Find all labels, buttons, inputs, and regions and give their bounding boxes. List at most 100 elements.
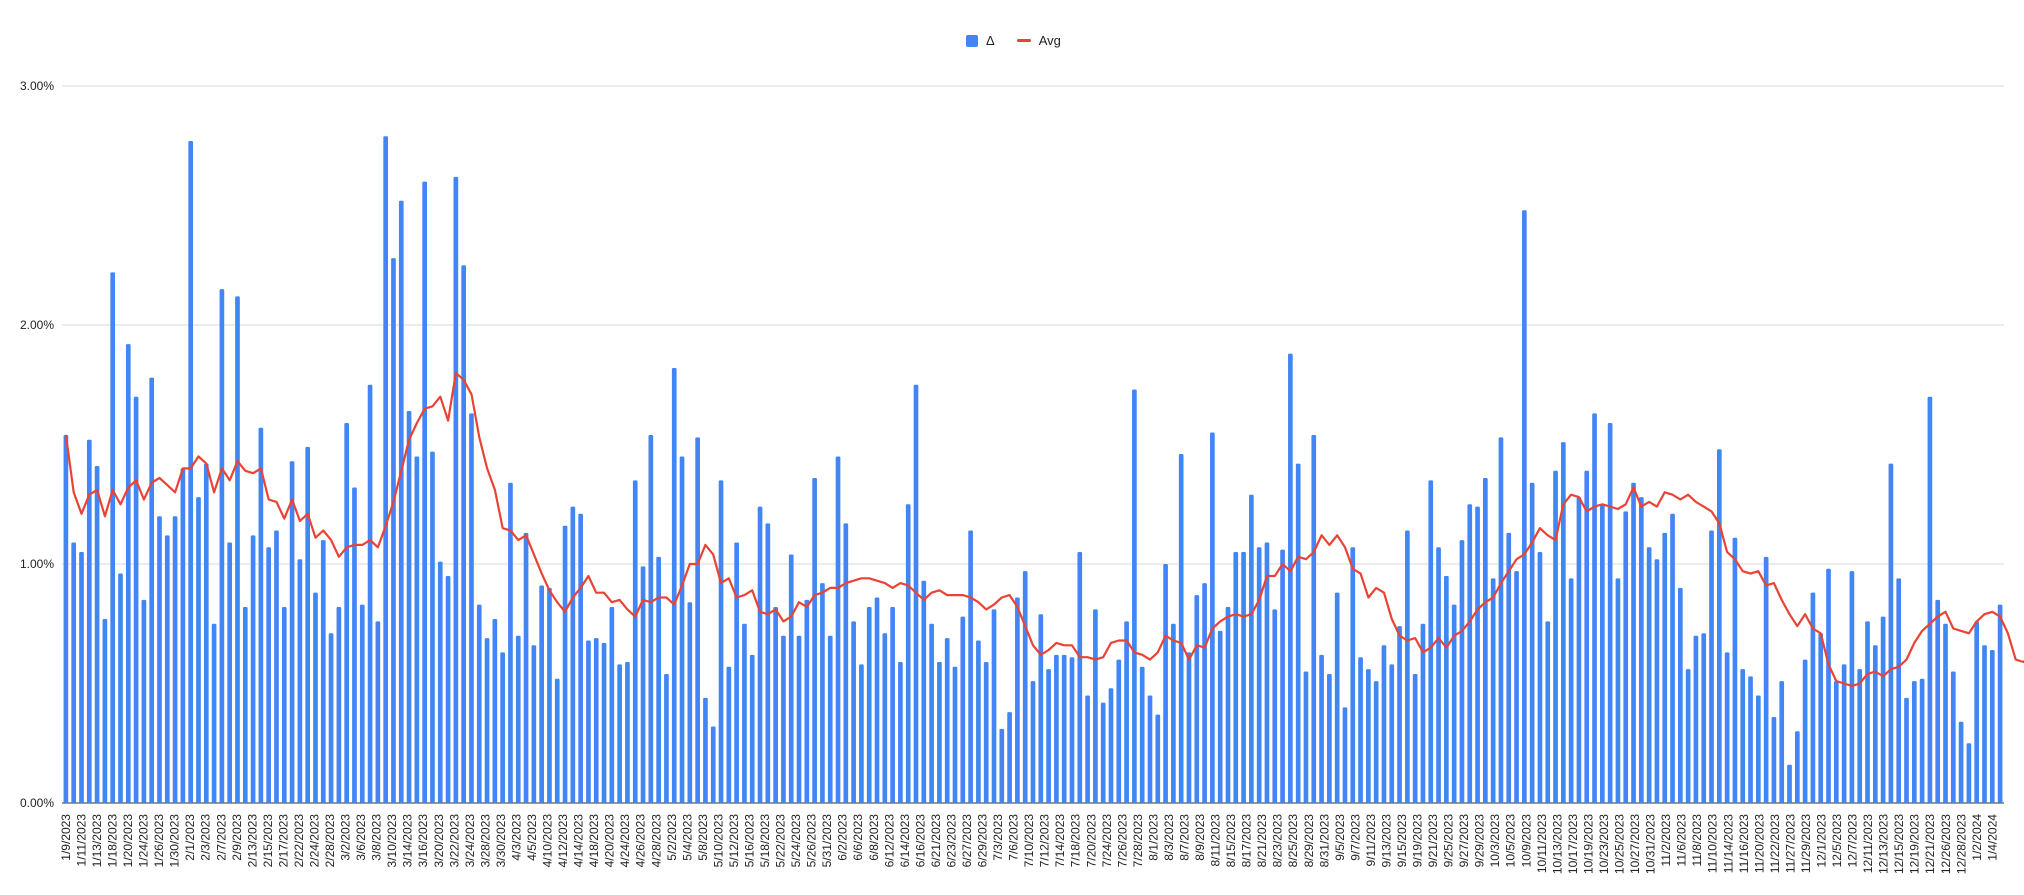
- bar[interactable]: [1919, 678, 1925, 803]
- bar[interactable]: [1077, 552, 1083, 803]
- bar[interactable]: [164, 535, 170, 803]
- bar[interactable]: [1943, 623, 1948, 803]
- bar[interactable]: [1303, 671, 1309, 803]
- bar[interactable]: [1405, 530, 1410, 803]
- bar[interactable]: [1732, 537, 1738, 803]
- bar[interactable]: [1872, 645, 1878, 803]
- bar[interactable]: [929, 623, 934, 803]
- bar[interactable]: [235, 296, 240, 803]
- bar[interactable]: [976, 640, 981, 803]
- bar[interactable]: [1763, 556, 1769, 803]
- bar[interactable]: [640, 566, 646, 803]
- bar[interactable]: [749, 654, 755, 803]
- bar[interactable]: [1288, 353, 1293, 803]
- bar[interactable]: [671, 368, 677, 803]
- bar[interactable]: [1155, 714, 1161, 803]
- bar[interactable]: [1818, 633, 1824, 803]
- bar[interactable]: [266, 547, 272, 803]
- bar[interactable]: [1631, 482, 1636, 803]
- bar[interactable]: [1334, 592, 1340, 803]
- bar[interactable]: [414, 456, 420, 803]
- bar[interactable]: [539, 585, 544, 803]
- bar[interactable]: [1295, 463, 1301, 803]
- bar[interactable]: [196, 497, 201, 803]
- bar[interactable]: [1865, 621, 1870, 803]
- bar[interactable]: [570, 506, 576, 803]
- bar[interactable]: [1311, 434, 1317, 803]
- bar[interactable]: [1256, 547, 1262, 803]
- bar[interactable]: [1654, 559, 1660, 803]
- bar[interactable]: [180, 468, 186, 803]
- bar[interactable]: [102, 618, 108, 803]
- bar[interactable]: [1584, 470, 1590, 803]
- bar[interactable]: [1108, 688, 1114, 803]
- bar[interactable]: [1779, 681, 1785, 803]
- bar[interactable]: [1966, 743, 1972, 803]
- bar[interactable]: [1935, 599, 1941, 803]
- bar[interactable]: [1561, 442, 1566, 803]
- bar[interactable]: [110, 272, 116, 803]
- bar[interactable]: [1677, 587, 1683, 803]
- bar[interactable]: [632, 480, 638, 803]
- bar[interactable]: [1982, 645, 1987, 803]
- bar[interactable]: [757, 506, 763, 803]
- bar[interactable]: [1514, 571, 1519, 803]
- bar[interactable]: [1771, 716, 1777, 803]
- bar[interactable]: [999, 728, 1005, 803]
- bar[interactable]: [1420, 623, 1426, 803]
- bar[interactable]: [1397, 626, 1402, 803]
- bar[interactable]: [983, 661, 989, 803]
- bar[interactable]: [1412, 673, 1418, 803]
- bar[interactable]: [1428, 480, 1434, 803]
- bar[interactable]: [882, 633, 888, 803]
- bar[interactable]: [1646, 547, 1652, 803]
- bar[interactable]: [609, 607, 615, 803]
- bar[interactable]: [1139, 666, 1145, 803]
- bar[interactable]: [86, 439, 92, 803]
- bar[interactable]: [1498, 437, 1504, 803]
- avg-line[interactable]: [64, 371, 2024, 688]
- bar[interactable]: [141, 599, 147, 803]
- bar[interactable]: [742, 623, 747, 803]
- bar[interactable]: [125, 344, 131, 803]
- bar[interactable]: [905, 504, 911, 803]
- bar[interactable]: [344, 422, 350, 803]
- bar[interactable]: [1100, 702, 1106, 803]
- bar[interactable]: [1116, 659, 1122, 803]
- bar[interactable]: [562, 525, 568, 803]
- bar[interactable]: [804, 599, 810, 803]
- bar[interactable]: [921, 580, 927, 803]
- bar[interactable]: [1841, 664, 1847, 803]
- bar[interactable]: [1233, 552, 1239, 803]
- bar[interactable]: [172, 516, 178, 803]
- legend-item-line[interactable]: Avg: [1016, 33, 1061, 48]
- bar[interactable]: [625, 661, 630, 803]
- bar[interactable]: [586, 640, 591, 803]
- bar[interactable]: [617, 664, 622, 803]
- bar[interactable]: [219, 289, 225, 803]
- bar[interactable]: [1670, 513, 1675, 803]
- bar[interactable]: [383, 136, 389, 803]
- bar[interactable]: [1716, 449, 1722, 803]
- bar[interactable]: [203, 463, 209, 803]
- bar[interactable]: [94, 466, 100, 803]
- bar[interactable]: [851, 621, 856, 803]
- bar[interactable]: [554, 678, 560, 803]
- bar[interactable]: [664, 673, 669, 803]
- bar[interactable]: [1888, 463, 1894, 803]
- bar[interactable]: [188, 140, 194, 804]
- bar[interactable]: [1537, 552, 1543, 803]
- bar[interactable]: [648, 434, 654, 803]
- bar[interactable]: [1163, 564, 1168, 803]
- bar[interactable]: [1147, 695, 1153, 803]
- bar[interactable]: [796, 635, 802, 803]
- bar[interactable]: [1249, 494, 1254, 803]
- bar[interactable]: [352, 487, 357, 803]
- bar[interactable]: [578, 513, 583, 803]
- bar[interactable]: [445, 575, 451, 803]
- bar[interactable]: [453, 176, 459, 803]
- bar[interactable]: [1748, 676, 1753, 803]
- bar[interactable]: [765, 523, 771, 803]
- bar[interactable]: [1568, 578, 1574, 803]
- bar[interactable]: [1194, 595, 1200, 803]
